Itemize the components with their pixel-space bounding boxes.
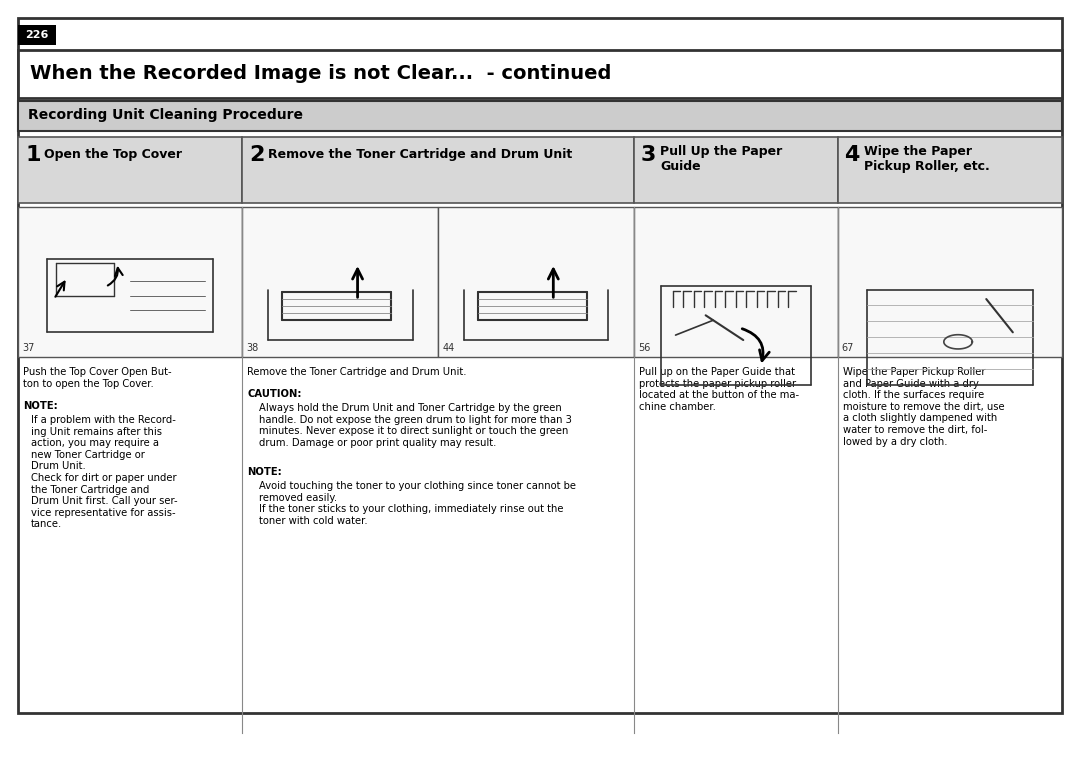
Text: Pull Up the Paper
Guide: Pull Up the Paper Guide: [660, 145, 782, 173]
Bar: [438, 207, 634, 357]
Text: Always hold the Drum Unit and Toner Cartridge by the green
handle. Do not expose: Always hold the Drum Unit and Toner Cart…: [259, 403, 572, 448]
Text: Open the Top Cover: Open the Top Cover: [44, 148, 183, 161]
Text: CAUTION:: CAUTION:: [247, 389, 302, 399]
Text: Push the Top Cover Open But-
ton to open the Top Cover.: Push the Top Cover Open But- ton to open…: [23, 367, 172, 388]
Bar: [18, 137, 242, 203]
Bar: [838, 137, 1062, 203]
Text: NOTE:: NOTE:: [247, 467, 282, 477]
Bar: [242, 207, 438, 357]
Bar: [18, 207, 242, 357]
Bar: [18, 101, 1062, 131]
Bar: [18, 25, 56, 45]
Text: Avoid touching the toner to your clothing since toner cannot be
removed easily.
: Avoid touching the toner to your clothin…: [259, 481, 577, 526]
Text: 3: 3: [640, 145, 657, 165]
Text: Pull up on the Paper Guide that
protects the paper pickup roller
located at the : Pull up on the Paper Guide that protects…: [639, 367, 799, 412]
Text: 67: 67: [841, 343, 854, 353]
Text: 37: 37: [22, 343, 35, 353]
Text: 1: 1: [25, 145, 41, 165]
Text: When the Recorded Image is not Clear...  - continued: When the Recorded Image is not Clear... …: [30, 64, 611, 83]
Text: Recording Unit Cleaning Procedure: Recording Unit Cleaning Procedure: [28, 108, 303, 122]
Bar: [242, 137, 634, 203]
Text: Remove the Toner Cartridge and Drum Unit.: Remove the Toner Cartridge and Drum Unit…: [247, 367, 467, 377]
Text: Wipe the Paper
Pickup Roller, etc.: Wipe the Paper Pickup Roller, etc.: [864, 145, 989, 173]
Bar: [634, 207, 838, 357]
Text: 38: 38: [246, 343, 259, 353]
Text: If a problem with the Record-
ing Unit remains after this
action, you may requir: If a problem with the Record- ing Unit r…: [31, 415, 177, 530]
Bar: [634, 137, 838, 203]
Text: 226: 226: [25, 30, 49, 40]
Bar: [18, 50, 1062, 98]
Text: 4: 4: [845, 145, 860, 165]
Text: 44: 44: [442, 343, 455, 353]
Text: 2: 2: [249, 145, 265, 165]
Text: Wipe the Paper Pickup Roller
and Paper Guide with a dry
cloth. If the surfaces r: Wipe the Paper Pickup Roller and Paper G…: [842, 367, 1004, 446]
Text: 56: 56: [638, 343, 650, 353]
Text: Remove the Toner Cartridge and Drum Unit: Remove the Toner Cartridge and Drum Unit: [269, 148, 572, 161]
Text: NOTE:: NOTE:: [23, 401, 57, 411]
Bar: [838, 207, 1062, 357]
